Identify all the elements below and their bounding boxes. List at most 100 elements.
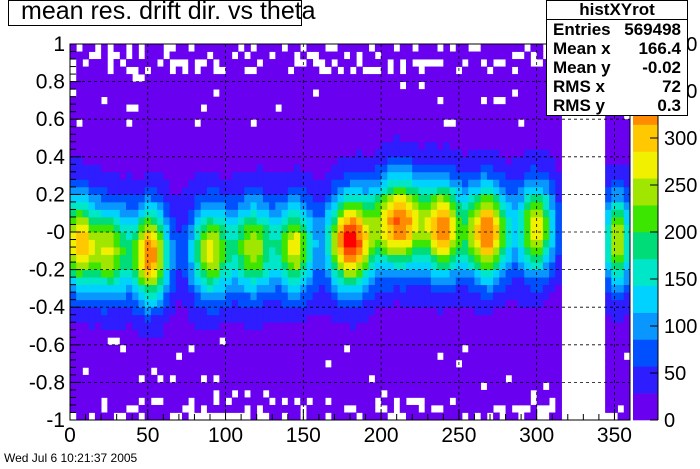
heatmap-cell: [399, 164, 407, 173]
heatmap-cell: [113, 119, 121, 128]
heatmap-cell: [206, 314, 214, 323]
x-axis: 0 50 100 150 200 250 300 350: [64, 409, 632, 447]
heatmap-cell: [107, 134, 114, 143]
heatmap-cell: [381, 382, 388, 391]
heatmap-cell: [306, 262, 314, 270]
heatmap-cell: [119, 51, 127, 60]
heatmap-cell: [182, 232, 189, 240]
heatmap-cell: [113, 74, 121, 82]
heatmap-cell: [518, 44, 525, 52]
heatmap-cell: [269, 119, 276, 128]
heatmap-cell: [418, 44, 426, 52]
heatmap-cell: [605, 224, 612, 233]
heatmap-cell: [343, 44, 351, 52]
heatmap-cell: [175, 156, 183, 165]
heatmap-cell: [443, 337, 450, 346]
heatmap-cell: [381, 269, 388, 278]
heatmap-cell: [182, 344, 189, 353]
heatmap-cell: [518, 156, 525, 165]
heatmap-cell: [231, 397, 239, 406]
heatmap-cell: [362, 104, 370, 113]
heatmap-cell: [163, 74, 170, 82]
heatmap-cell: [480, 284, 488, 293]
heatmap-cells: [70, 44, 631, 421]
heatmap-cell: [499, 104, 506, 113]
heatmap-cell: [82, 352, 90, 361]
heatmap-cell: [462, 134, 469, 143]
heatmap-cell: [617, 179, 625, 188]
heatmap-cell: [605, 329, 612, 338]
heatmap-cell: [244, 299, 251, 308]
heatmap-cell: [200, 254, 208, 263]
heatmap-cell: [281, 171, 289, 180]
heatmap-cell: [468, 412, 475, 421]
heatmap-cell: [623, 179, 631, 188]
heatmap-cell: [119, 367, 127, 376]
heatmap-cell: [281, 344, 289, 353]
heatmap-cell: [480, 156, 488, 165]
stats-box: histXYrot Entries 569498 Mean x 166.4 Me…: [546, 0, 688, 116]
heatmap-cell: [132, 232, 139, 240]
heatmap-cell: [468, 352, 475, 361]
heatmap-cell: [486, 179, 494, 188]
heatmap-cell: [119, 374, 127, 383]
heatmap-cell: [119, 277, 127, 286]
heatmap-cell: [306, 322, 314, 331]
heatmap-cell: [424, 216, 432, 225]
heatmap-cell: [132, 389, 139, 398]
heatmap-cell: [393, 284, 401, 293]
heatmap-cell: [213, 134, 220, 143]
heatmap-cell: [505, 269, 513, 278]
heatmap-cell: [262, 232, 270, 240]
heatmap-cell: [126, 314, 133, 323]
heatmap-cell: [132, 397, 139, 406]
heatmap-cell: [499, 66, 506, 75]
heatmap-cell: [530, 352, 538, 361]
heatmap-cell: [418, 149, 426, 158]
heatmap-cell: [617, 397, 625, 406]
heatmap-cell: [468, 141, 475, 150]
heatmap-cell: [387, 179, 394, 188]
heatmap-cell: [138, 299, 146, 308]
heatmap-cell: [107, 389, 114, 398]
heatmap-cell: [188, 134, 195, 143]
heatmap-cell: [518, 194, 525, 203]
heatmap-cell: [499, 111, 506, 120]
heatmap-cell: [623, 186, 631, 195]
heatmap-cell: [486, 126, 494, 135]
heatmap-cell: [182, 352, 189, 361]
heatmap-cell: [250, 359, 258, 368]
heatmap-cell: [449, 337, 457, 346]
heatmap-cell: [119, 81, 127, 90]
heatmap-cell: [132, 96, 139, 105]
heatmap-cell: [175, 209, 183, 218]
heatmap-cell: [318, 81, 326, 90]
heatmap-cell: [399, 322, 407, 331]
heatmap-cell: [617, 194, 625, 203]
heatmap-cell: [119, 352, 127, 361]
heatmap-cell: [623, 216, 631, 225]
heatmap-cell: [107, 194, 114, 203]
heatmap-cell: [132, 186, 139, 195]
heatmap-cell: [399, 262, 407, 270]
heatmap-cell: [536, 389, 544, 398]
heatmap-cell: [175, 51, 183, 60]
heatmap-cell: [88, 299, 96, 308]
heatmap-cell: [493, 299, 500, 308]
heatmap-cell: [617, 284, 625, 293]
heatmap-cell: [542, 194, 550, 203]
heatmap-cell: [393, 216, 401, 225]
heatmap-cell: [200, 186, 208, 195]
heatmap-cell: [244, 344, 251, 353]
heatmap-cell: [493, 81, 500, 90]
heatmap-cell: [231, 179, 239, 188]
heatmap-cell: [393, 352, 401, 361]
heatmap-cell: [455, 164, 463, 173]
heatmap-cell: [480, 74, 488, 82]
heatmap-cell: [356, 232, 363, 240]
heatmap-cell: [107, 277, 114, 286]
heatmap-cell: [536, 292, 544, 301]
heatmap-cell: [88, 404, 96, 413]
heatmap-cell: [343, 299, 351, 308]
heatmap-cell: [244, 262, 251, 270]
